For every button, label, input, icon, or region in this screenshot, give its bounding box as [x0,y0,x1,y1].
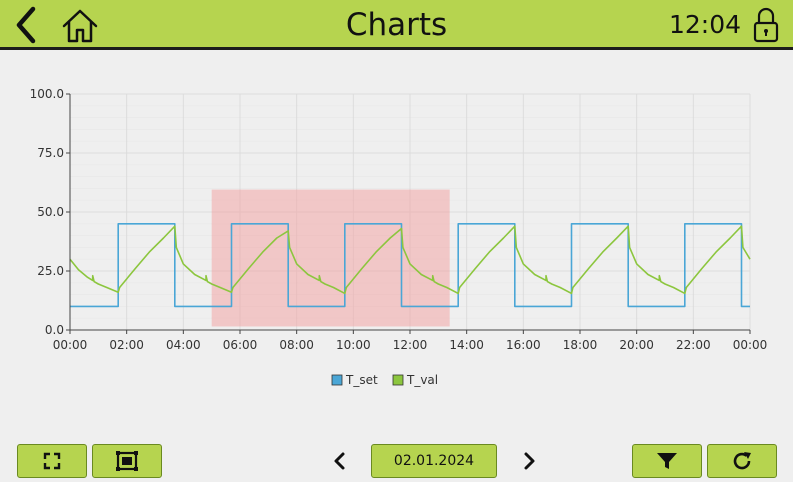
y-tick-label: 50.0 [37,205,64,219]
legend-label[interactable]: T_set [345,373,378,387]
chevron-left-icon [16,6,36,44]
chart-legend[interactable]: T_set T_val [331,373,438,387]
x-tick-label: 18:00 [563,338,598,352]
zoom-select-button[interactable] [92,444,162,478]
legend-label[interactable]: T_val [406,373,438,387]
y-tick-label: 75.0 [37,146,64,160]
refresh-icon [733,452,751,470]
clock: 12:04 [668,10,741,39]
x-tick-label: 14:00 [449,338,484,352]
legend-swatch [331,374,343,386]
x-tick-label: 02:00 [109,338,144,352]
filter-icon [657,453,677,469]
refresh-button[interactable] [707,444,777,478]
filter-button[interactable] [632,444,702,478]
highlight-region[interactable] [211,189,450,327]
x-tick-label: 06:00 [223,338,258,352]
x-tick-label: 10:00 [336,338,371,352]
chevron-left-icon [334,452,345,470]
fullscreen-icon [43,452,61,470]
next-day-button[interactable] [515,444,543,478]
home-button[interactable] [56,0,104,50]
prev-day-button[interactable] [326,444,354,478]
y-tick-label: 0.0 [45,323,64,337]
lock-icon [753,7,779,43]
x-tick-label: 00:00 [53,338,88,352]
home-icon [62,9,98,43]
zoom-select-icon [116,451,138,471]
x-tick-label: 16:00 [506,338,541,352]
chevron-right-icon [524,452,535,470]
header-bar: Charts 12:04 [0,0,793,50]
date-button[interactable]: 02.01.2024 [371,444,497,478]
x-tick-label: 08:00 [279,338,314,352]
line-chart[interactable]: 0.0 25.0 50.0 75.0 100.0 00:00 02:00 04:00 06:00… [0,50,793,430]
lock-button[interactable] [748,0,784,50]
x-tick-label: 00:00 [733,338,768,352]
chart-series [69,223,751,308]
y-tick-label: 25.0 [37,264,64,278]
chart-axes: 0.0 25.0 50.0 75.0 100.0 00:00 02:00 04:00 06:00… [30,87,768,352]
x-tick-label: 22:00 [676,338,711,352]
y-tick-label: 100.0 [30,87,64,101]
legend-swatch [392,374,404,386]
x-tick-label: 12:00 [393,338,428,352]
x-tick-label: 20:00 [619,338,654,352]
series-line-t-val [69,225,751,295]
series-line-t-set [70,223,750,308]
back-button[interactable] [8,0,44,50]
fullscreen-button[interactable] [17,444,87,478]
x-tick-label: 04:00 [166,338,201,352]
